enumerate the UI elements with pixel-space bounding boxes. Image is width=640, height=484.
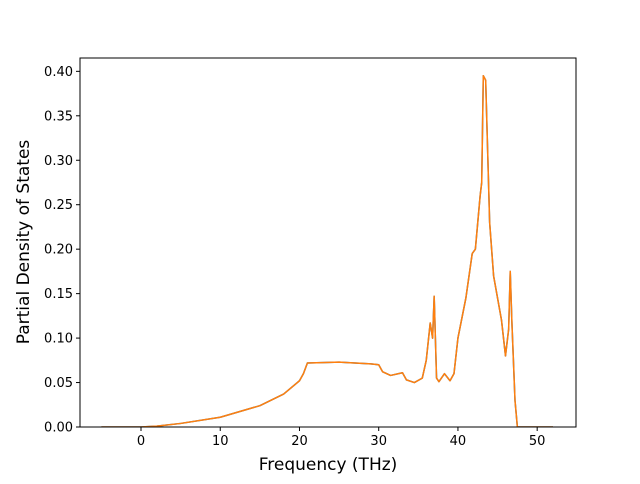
x-tick-label: 10 (212, 434, 229, 449)
x-tick-label: 50 (529, 434, 546, 449)
y-tick-label: 0.05 (44, 376, 73, 391)
y-tick-label: 0.15 (44, 287, 73, 302)
line-series (101, 75, 554, 427)
x-tick-label: 30 (370, 434, 387, 449)
y-tick-label: 0.30 (44, 154, 73, 169)
x-tick-label: 40 (450, 434, 467, 449)
y-tick-label: 0.00 (44, 421, 73, 436)
x-axis-label: Frequency (THz) (259, 455, 398, 475)
y-tick-label: 0.10 (44, 332, 73, 347)
y-tick-label: 0.25 (44, 198, 73, 213)
line-series (101, 75, 554, 427)
x-tick-label: 20 (291, 434, 308, 449)
y-tick-label: 0.20 (44, 243, 73, 258)
plot-frame (79, 57, 577, 428)
y-tick-label: 0.40 (44, 65, 73, 80)
y-tick-label: 0.35 (44, 109, 73, 124)
x-tick-label: 0 (137, 434, 145, 449)
y-axis-label: Partial Density of States (14, 140, 34, 345)
